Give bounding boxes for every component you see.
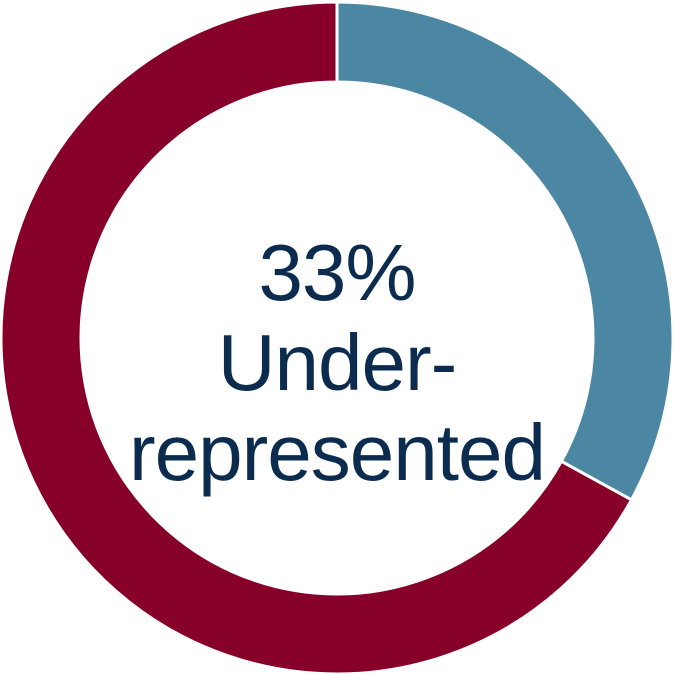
center-label: 33% Under- represented [0,228,674,498]
donut-slice-0 [335,0,674,502]
center-line-1: Under- [217,318,458,407]
donut-slice-1 [0,0,634,674]
center-percent: 33% [258,228,416,317]
center-line-2: represented [129,408,546,497]
